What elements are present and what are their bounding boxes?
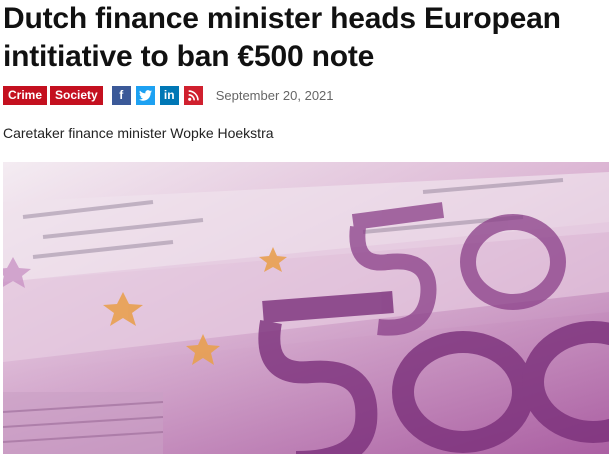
facebook-icon: f bbox=[119, 88, 124, 102]
article-meta: Crime Society f in September 20, 2021 bbox=[3, 85, 334, 105]
photo-caption: Caretaker finance minister Wopke Hoekstr… bbox=[3, 125, 274, 141]
article-date: September 20, 2021 bbox=[215, 87, 334, 103]
rss-icon bbox=[187, 89, 199, 101]
linkedin-icon: in bbox=[163, 88, 175, 102]
twitter-bird-icon bbox=[138, 89, 152, 101]
facebook-share-button[interactable]: f bbox=[111, 85, 131, 105]
twitter-share-button[interactable] bbox=[135, 85, 155, 105]
category-tag-society[interactable]: Society bbox=[50, 85, 103, 105]
article-photo-euro-notes: 500 bbox=[3, 162, 609, 454]
rss-feed-button[interactable] bbox=[183, 85, 203, 105]
category-tag-crime[interactable]: Crime bbox=[3, 85, 48, 105]
linkedin-share-button[interactable]: in bbox=[159, 85, 179, 105]
article-headline: Dutch finance minister heads European in… bbox=[3, 2, 561, 73]
social-share-bar: f in bbox=[111, 85, 208, 105]
euro-banknotes-illustration: 500 bbox=[3, 162, 609, 454]
